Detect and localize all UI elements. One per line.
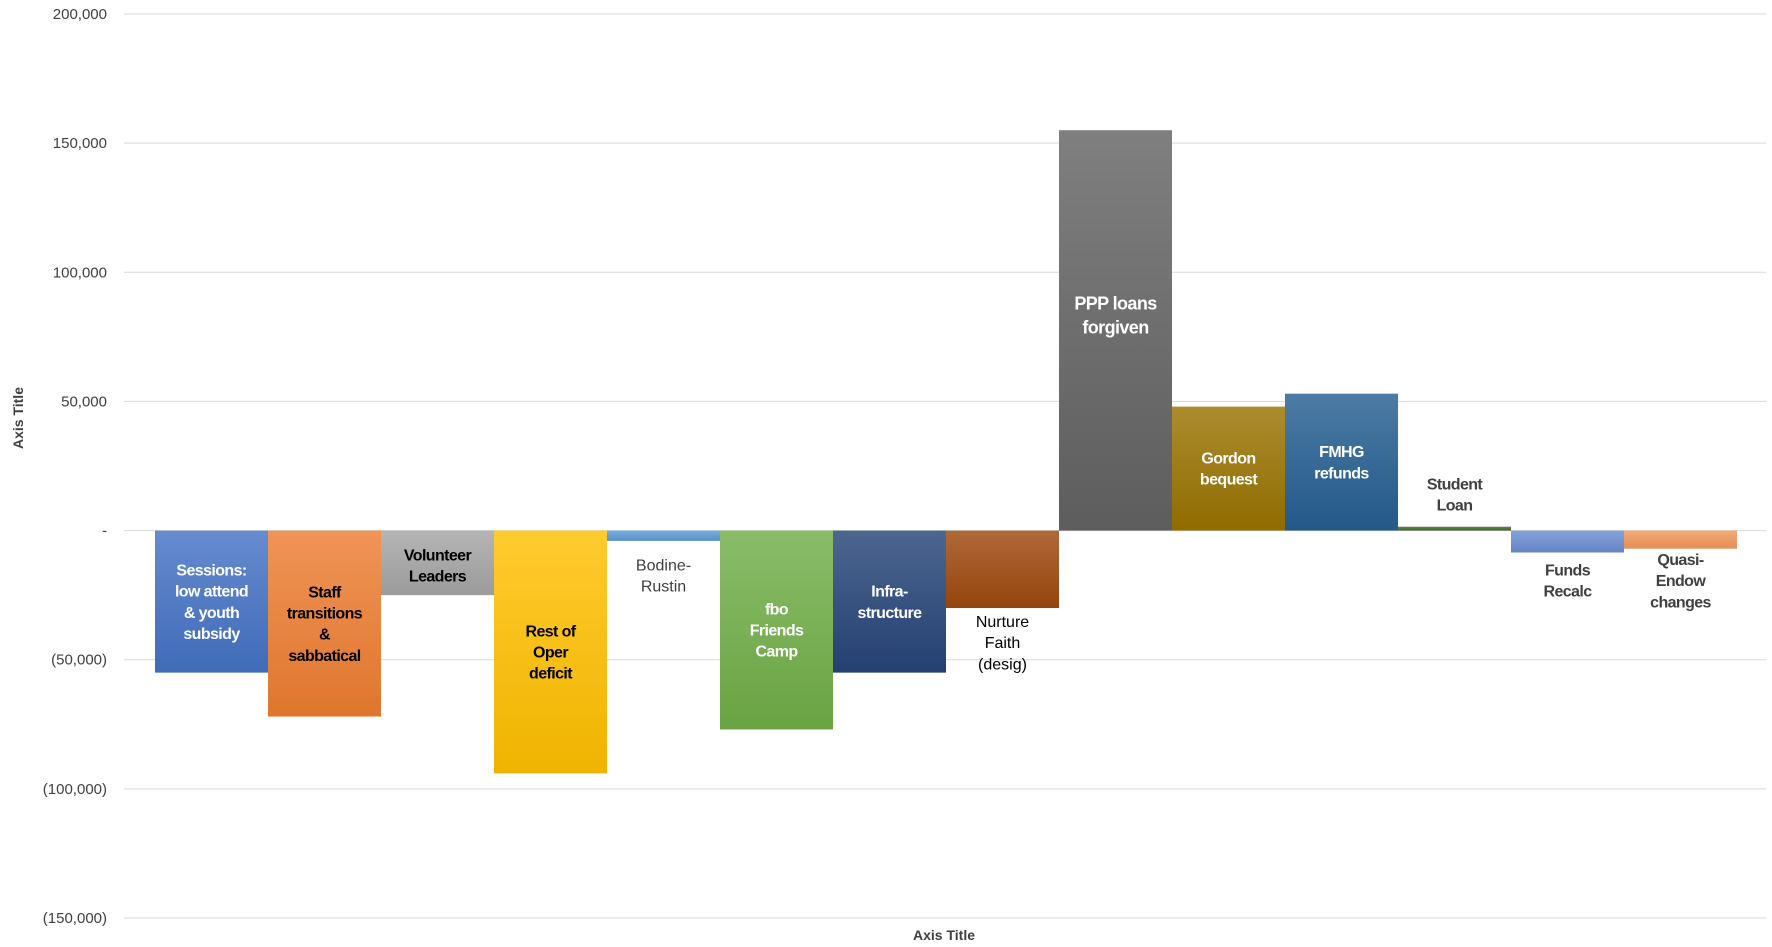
bar (607, 531, 720, 541)
y-axis-title: Axis Title (10, 387, 26, 449)
bar-label: Funds Recalc (1544, 563, 1593, 601)
bar (1511, 531, 1624, 553)
bar (155, 531, 268, 673)
bar-label: Bodine-Rustin (636, 558, 691, 596)
gridlines (124, 14, 1766, 918)
bars (155, 130, 1737, 773)
y-tick-label: - (102, 523, 107, 540)
bar (946, 531, 1059, 608)
y-tick-label: 200,000 (53, 6, 107, 23)
bar-label: Quasi-Endow changes (1650, 552, 1711, 611)
y-tick-label: (50,000) (51, 652, 107, 669)
bar-label: Nurture Faith (desig) (976, 614, 1029, 673)
bar (1398, 527, 1511, 531)
x-axis-title: Axis Title (913, 927, 975, 943)
y-axis-ticks: 200,000 150,000 100,000 50,000 - (50,000) (100… (43, 6, 107, 927)
y-tick-label: 150,000 (53, 135, 107, 152)
bar (268, 531, 381, 717)
y-tick-label: (150,000) (43, 910, 107, 927)
y-tick-label: 50,000 (61, 393, 107, 410)
bar (1172, 407, 1285, 531)
bar (1285, 394, 1398, 531)
y-tick-label: (100,000) (43, 781, 107, 798)
y-tick-label: 100,000 (53, 264, 107, 281)
bar (833, 531, 946, 673)
bar-label: Student Loan (1427, 477, 1484, 515)
bar (1624, 531, 1737, 549)
